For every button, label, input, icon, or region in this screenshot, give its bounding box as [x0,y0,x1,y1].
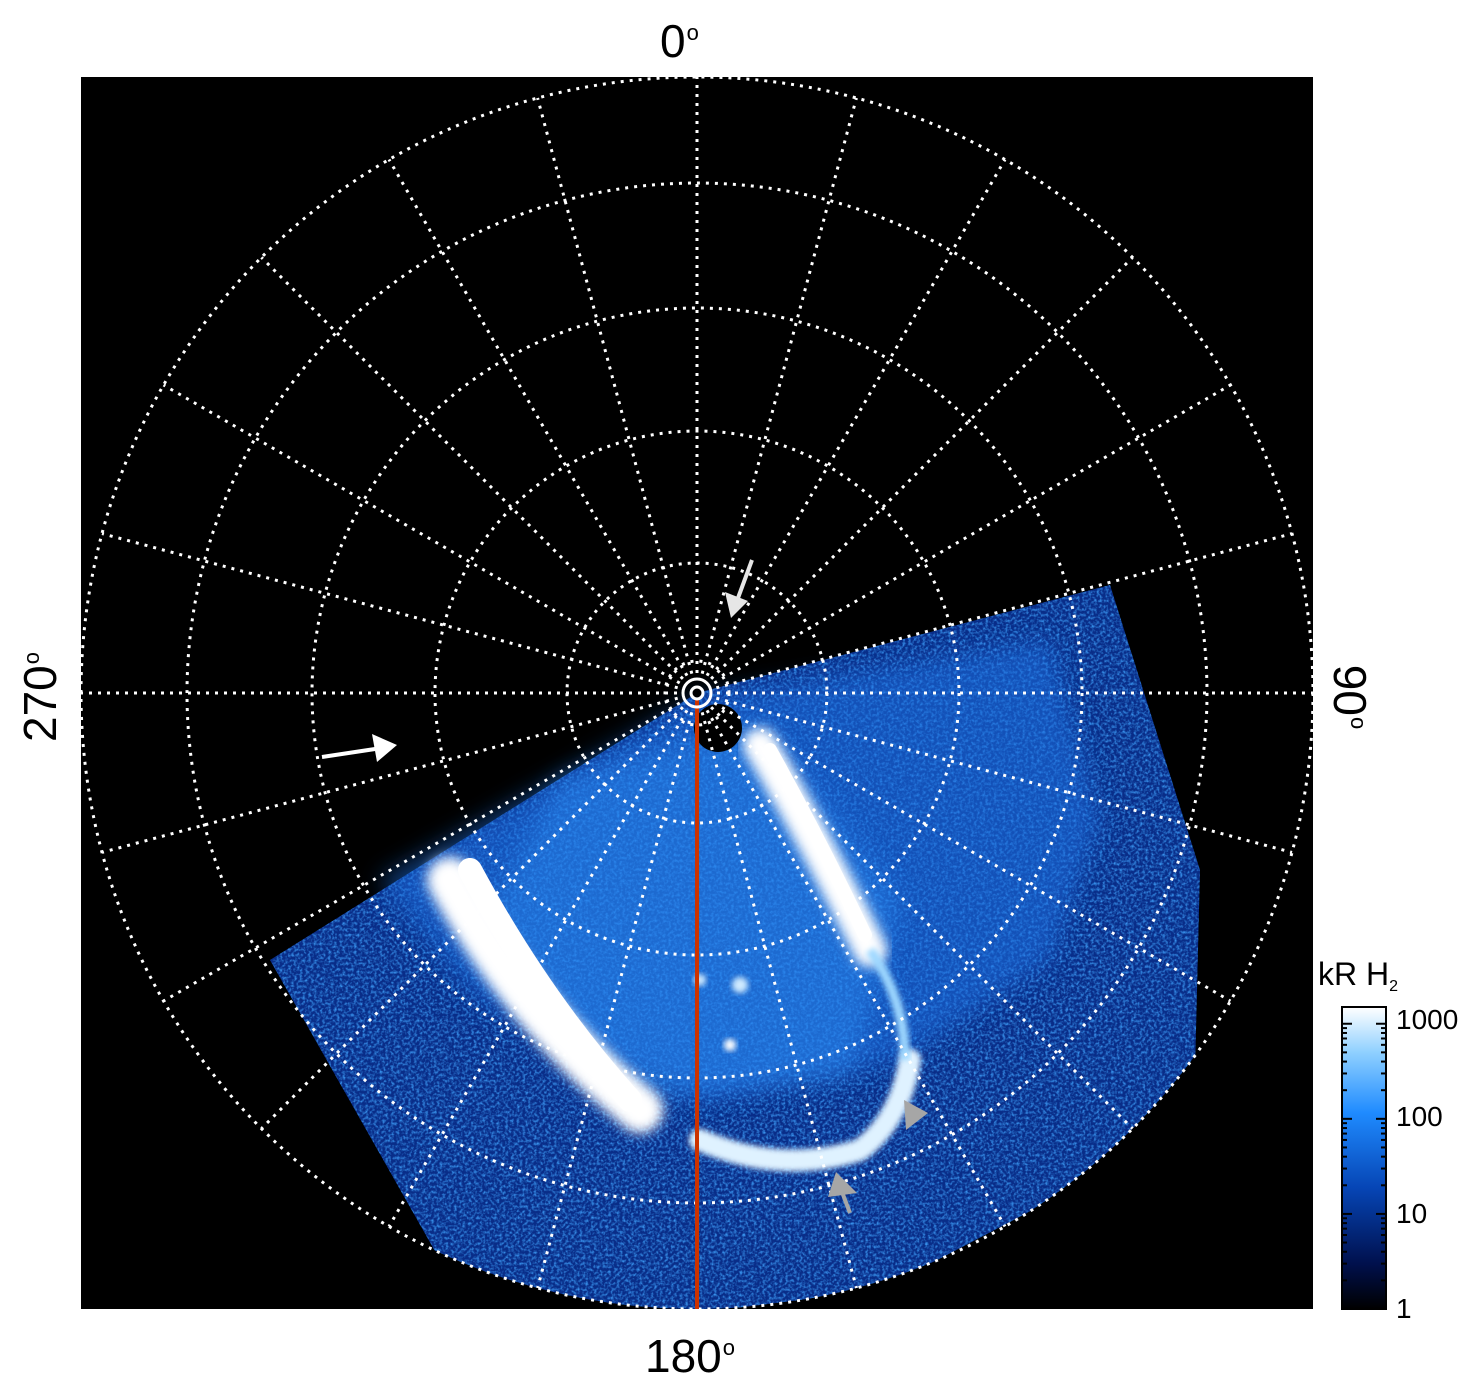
grid-circle [433,429,961,957]
angle-label-0: 0o [660,15,699,67]
grid-spoke [705,709,1007,1228]
colorbar-title: kR H2 [1318,956,1399,995]
right-arrow-icon [904,1100,928,1130]
right-arrow-icon [321,734,397,762]
angle-label-90: 90o [1324,664,1376,730]
auroral-oval [427,728,921,1172]
grid-spoke [536,97,694,675]
target-circle-icon [681,677,713,709]
up-arrow-icon [828,1172,857,1214]
grid-spoke [700,97,858,675]
grid-spoke [162,701,681,1003]
grid-spoke [715,696,1293,854]
colorbar [1341,1006,1387,1310]
colorbar-tick-label: 10 [1396,1198,1428,1229]
colorbar-tick-label: 100 [1396,1101,1443,1132]
down-left-arrow-icon [725,559,754,618]
angle-label-270: 270o [14,652,66,742]
colorbar-ticks [1342,1022,1386,1310]
grid-spoke [713,383,1232,685]
colorbar-tick-label: 1000 [1396,1004,1459,1035]
grid-spoke [710,256,1134,680]
grid-spoke [162,383,681,685]
grid-spoke [715,532,1293,690]
grid-spoke [101,696,679,854]
angle-label-180: 180o [645,1330,735,1382]
grid-spoke [101,532,679,690]
grid-spoke [710,706,1134,1130]
grid-spoke [713,701,1232,1003]
colorbar-tick-label: 1 [1396,1293,1412,1324]
grid-spoke [260,256,684,680]
grid-spoke [260,706,684,1130]
grid-spoke [387,158,689,677]
grid-spoke [387,709,689,1228]
grid-spoke [705,158,1007,677]
grid-spoke [536,711,694,1289]
